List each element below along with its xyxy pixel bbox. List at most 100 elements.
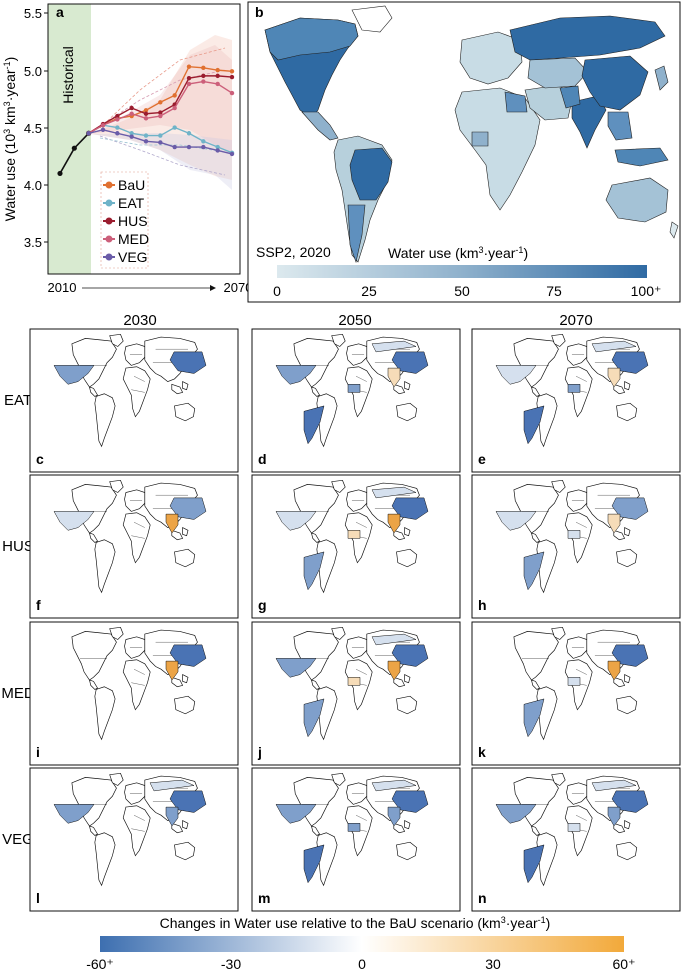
legend-item-veg: VEG [103, 249, 148, 265]
cbar-b-tick: 25 [361, 283, 377, 299]
series-point-hus [186, 75, 192, 81]
x-end-label: 2070 [224, 280, 253, 295]
map-panel-g: g [251, 474, 461, 619]
series-point-hus [115, 113, 120, 119]
panel-letter: f [36, 597, 41, 613]
difference-colorbar: Changes in Water use relative to the BaU… [86, 915, 635, 971]
panel-letter: h [478, 597, 487, 613]
region-china [169, 644, 207, 667]
legend: BaU EAT HUS MED VEG [100, 171, 149, 269]
series-point-eat [201, 139, 206, 144]
panel-letter: m [258, 890, 270, 906]
panel-letter: n [478, 890, 487, 906]
region-north-america [53, 804, 95, 824]
row-header: EAT [4, 392, 32, 409]
map-panel-e: e [471, 328, 681, 473]
y-tick-label: 3.5 [24, 235, 42, 250]
series-point-bau [186, 64, 192, 69]
series-point-veg [215, 148, 220, 153]
panel-b-letter: b [255, 4, 264, 20]
region-india [387, 806, 401, 827]
region-north-america [495, 511, 537, 531]
series-point-bau [172, 93, 177, 98]
region-india [607, 513, 621, 534]
region-india [387, 660, 401, 681]
country-pakistan [559, 85, 581, 109]
series-point-med [115, 117, 120, 122]
panel-a-chart: a Historical Water use (103 km3·year-1) … [2, 3, 253, 295]
country-central-asia [527, 57, 589, 89]
col-header: 2070 [559, 312, 592, 329]
cbar-b-tick: 100⁺ [631, 283, 662, 299]
region-africa [567, 530, 581, 539]
region-russia [371, 486, 417, 499]
svg-text:EAT: EAT [118, 195, 145, 211]
region-china [611, 497, 649, 520]
cbar-b-tick: 75 [546, 283, 562, 299]
series-point-med [229, 90, 235, 96]
region-south-america [523, 844, 545, 884]
map-panel-n: n [471, 767, 681, 912]
region-north-america [53, 511, 95, 531]
row-header: VEG [2, 831, 34, 848]
panel-b-map: b SSP2, 2020 Water use (km3·year-1) [247, 1, 681, 303]
region-africa [567, 677, 581, 686]
series-point-med [201, 79, 206, 84]
series-point-hus [158, 110, 163, 115]
panel-letter: c [36, 451, 44, 467]
small-map-grid: 2030 2050 2070 EAT HUS MED VEG c d e f g h i j k… [1, 312, 681, 912]
region-north-america [275, 511, 317, 531]
region-india [387, 513, 401, 534]
panel-letter: d [258, 451, 267, 467]
cbar-b-tick: 0 [273, 283, 281, 299]
region-africa [567, 823, 581, 832]
region-south-america [523, 551, 545, 591]
series-point-hus [215, 73, 220, 79]
country-australia [605, 177, 669, 223]
diff-tick: 0 [358, 956, 366, 971]
country-canada [264, 17, 359, 61]
region-india [165, 806, 179, 827]
series-point-veg [86, 131, 91, 136]
region-russia [591, 340, 637, 353]
series-point-bau [143, 108, 149, 113]
region-africa [347, 823, 361, 832]
country-china [581, 55, 649, 111]
panel-letter: e [478, 451, 486, 467]
panel-letter: g [258, 597, 267, 613]
region-south-america [523, 698, 545, 738]
y-tick-label: 4.5 [24, 121, 42, 136]
region-north-america [275, 804, 317, 824]
series-point-eat [186, 131, 192, 136]
country-africa [454, 87, 541, 211]
series-point-bau [201, 65, 206, 71]
series-point-bau [229, 69, 235, 74]
region-india [387, 367, 401, 388]
legend-item-med: MED [103, 231, 149, 247]
region-north-america [495, 365, 537, 385]
country-brazil [349, 147, 393, 201]
region-north-america [495, 804, 537, 824]
region-china [391, 497, 429, 520]
panel-letter: i [36, 744, 40, 760]
region-south-america [303, 551, 325, 591]
x-start-label: 2010 [48, 280, 77, 295]
historical-point [71, 145, 77, 151]
difference-colorbar-title: Changes in Water use relative to the BaU… [160, 915, 551, 931]
series-point-veg [186, 144, 192, 150]
series-point-hus [229, 74, 235, 80]
country-new-zealand [669, 221, 679, 239]
series-point-eat [172, 125, 177, 130]
map-panel-c: c [29, 328, 239, 473]
series-point-med [215, 81, 220, 87]
series-point-veg [201, 144, 206, 150]
region-china [611, 351, 649, 374]
series-point-veg [229, 151, 235, 157]
series-point-veg [115, 131, 120, 136]
legend-item-eat: EAT [103, 195, 145, 211]
panel-b-colorbar-title: Water use (km3·year-1) [388, 245, 528, 261]
region-china [169, 351, 207, 374]
region-china [611, 644, 649, 667]
region-north-america [275, 658, 317, 678]
region-russia [371, 633, 417, 646]
